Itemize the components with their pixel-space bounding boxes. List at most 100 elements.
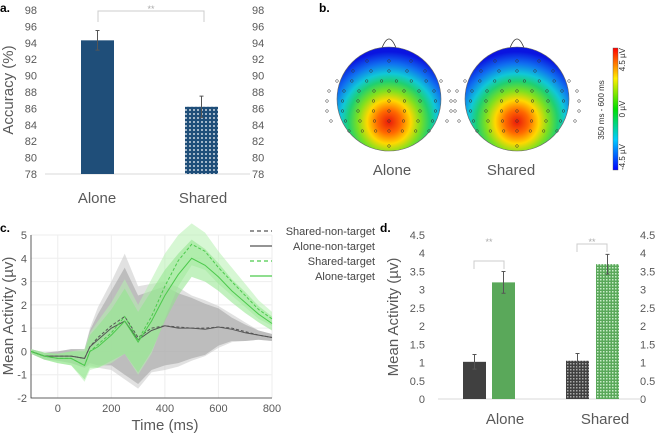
- electrode-marker: [470, 89, 474, 93]
- electrode-marker: [515, 119, 519, 123]
- electrode-marker: [402, 89, 406, 93]
- y-tick-label-right: 2.5: [640, 303, 655, 315]
- electrode-marker: [424, 79, 428, 83]
- electrode-marker: [430, 119, 435, 123]
- y-tick-label-left: 1.5: [410, 339, 425, 351]
- electrode-marker: [374, 129, 378, 133]
- x-tick-label: 400: [156, 403, 174, 415]
- x-tick-label: 0: [55, 403, 61, 415]
- y-tick-label: 2: [21, 300, 27, 312]
- category-label-alone: Alone: [486, 411, 524, 428]
- colorbar-title: 350 ms - 600 ms: [597, 80, 606, 140]
- confidence-band-alone-target: [31, 239, 272, 380]
- error-bar: [501, 270, 506, 294]
- electrode-marker: [533, 69, 537, 73]
- series-line-alone-non-target: [30, 320, 273, 359]
- electrode-marker: [499, 99, 504, 103]
- significance-marker: **: [147, 4, 155, 14]
- electrode-marker: [577, 99, 581, 103]
- electrode-marker: [455, 89, 459, 93]
- electrode-marker: [445, 119, 449, 123]
- electrode-marker: [409, 79, 413, 83]
- axes: [30, 235, 272, 399]
- significance-marker-alone: **: [485, 237, 493, 247]
- electrode-marker: [561, 109, 566, 113]
- electrode-marker: [485, 89, 489, 93]
- bar-alone-non-target: [463, 361, 486, 399]
- electrode-marker: [340, 99, 345, 103]
- y-tick-label-left: 3: [419, 285, 425, 297]
- electrode-marker: [342, 89, 346, 93]
- bar-shared-target: [596, 264, 619, 399]
- category-label-shared: Shared: [179, 190, 227, 207]
- electrode-marker: [325, 109, 329, 113]
- category-label-alone: Alone: [78, 190, 116, 207]
- electrode-marker: [515, 144, 519, 148]
- electrode-marker: [433, 99, 438, 103]
- y-tick-label-right: 2: [640, 321, 646, 333]
- y-tick-label-right: 80: [252, 153, 264, 165]
- electrode-marker: [416, 119, 420, 123]
- y-axis-title: Mean Activity (µv): [385, 258, 402, 377]
- y-tick-label-right: 78: [252, 169, 264, 181]
- electrode-marker: [577, 109, 581, 113]
- panel-label-d: d.: [380, 221, 391, 235]
- electrode-marker: [325, 99, 329, 103]
- electrode-marker: [542, 129, 546, 133]
- electrode-marker: [546, 109, 550, 113]
- electrode-marker: [522, 79, 526, 83]
- y-axis-title: Mean Activity (µv): [0, 257, 17, 376]
- electrode-marker: [402, 99, 407, 103]
- y-tick-label-left: 90: [25, 71, 37, 83]
- y-tick-label-right: 4: [640, 248, 646, 260]
- colorbar-max-label: 4.5 µV: [618, 47, 627, 71]
- electrode-marker: [387, 99, 391, 103]
- y-tick-label: 0: [21, 346, 27, 358]
- nose-icon: [381, 38, 397, 49]
- electrode-marker: [449, 99, 453, 103]
- electrode-marker: [432, 89, 436, 93]
- y-tick-label: -1: [17, 370, 27, 382]
- topomap-alone: [336, 46, 442, 152]
- y-tick-label-left: 80: [25, 153, 37, 165]
- electrode-marker: [350, 79, 354, 83]
- accuracy-bar-chart: Accuracy (%) Alone Shared ** 78 78 80 80 82 8…: [0, 4, 264, 207]
- electrode-marker: [347, 129, 351, 133]
- significance-bracket-alone: [473, 260, 505, 269]
- y-tick-label-left: 98: [25, 5, 37, 17]
- electrode-marker: [365, 79, 369, 83]
- error-bar: [575, 352, 580, 369]
- electrode-marker: [418, 109, 422, 113]
- electrode-marker: [356, 99, 360, 103]
- y-tick-label-left: 0.5: [410, 376, 425, 388]
- electrode-marker: [500, 119, 505, 123]
- y-tick-label: 4: [21, 253, 27, 265]
- error-bar: [472, 354, 477, 370]
- y-tick-label-left: 86: [25, 103, 37, 115]
- y-tick-label-left: 82: [25, 136, 37, 148]
- electrode-marker: [529, 119, 534, 123]
- electrode-marker: [453, 99, 457, 103]
- y-tick-label-left: 78: [25, 169, 37, 181]
- y-tick-label-left: 3.5: [410, 266, 425, 278]
- y-tick-label-left: 1: [419, 358, 425, 370]
- electrode-marker: [493, 59, 497, 63]
- y-tick-label-left: 2.5: [410, 303, 425, 315]
- electrode-marker: [497, 69, 501, 73]
- topomap-label-shared: Shared: [487, 162, 535, 179]
- electrode-marker: [567, 79, 571, 83]
- electrode-marker: [499, 109, 504, 113]
- series-line-alone-target: [30, 257, 273, 367]
- electrode-marker: [515, 99, 519, 103]
- electrode-marker: [387, 109, 391, 113]
- electrode-marker: [558, 119, 563, 123]
- electrode-marker: [335, 79, 339, 83]
- x-tick-label: 800: [263, 403, 281, 415]
- electrode-marker: [405, 69, 409, 73]
- electrode-marker: [537, 79, 541, 83]
- electrode-marker: [552, 79, 556, 83]
- electrode-marker: [515, 109, 519, 113]
- electrode-marker: [515, 69, 519, 73]
- electrode-marker: [515, 59, 519, 63]
- error-bar: [95, 30, 100, 51]
